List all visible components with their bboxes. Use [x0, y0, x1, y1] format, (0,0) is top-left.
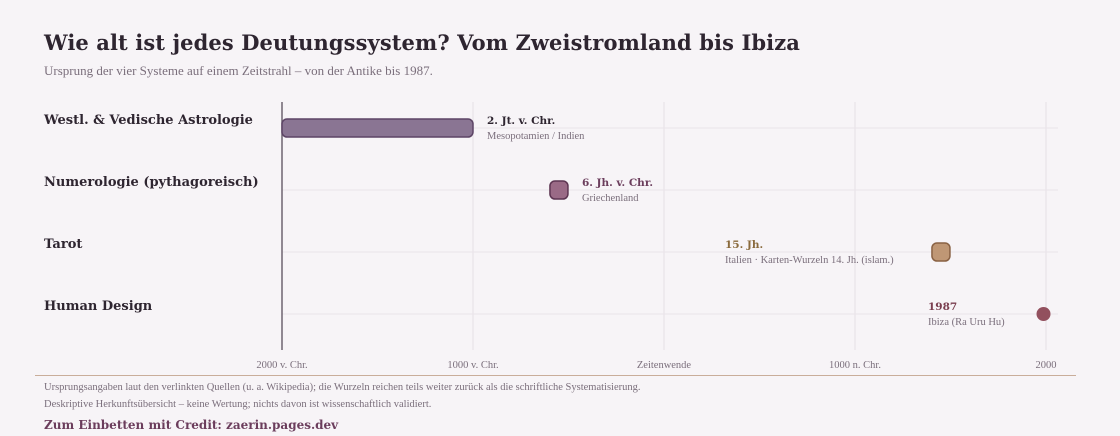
origin-label: Mesopotamien / Indien — [487, 131, 585, 142]
disclaimer-note: Deskriptive Herkunftsübersicht – keine W… — [44, 399, 432, 410]
source-note: Ursprungsangaben laut den verlinkten Que… — [44, 382, 641, 393]
origin-label: Italien · Karten-Wurzeln 14. Jh. (islam.… — [725, 255, 894, 266]
timeline-point — [549, 180, 569, 200]
origin-label: Ibiza (Ra Uru Hu) — [928, 317, 1005, 328]
date-label: 6. Jh. v. Chr. — [582, 177, 653, 189]
x-tick-label: 1000 v. Chr. — [447, 360, 498, 371]
row-label-astrology: Westl. & Vedische Astrologie — [44, 113, 253, 128]
origin-label: Griechenland — [582, 193, 639, 204]
row-label-tarot: Tarot — [44, 237, 83, 252]
x-tick-label: 2000 — [1036, 360, 1057, 371]
chart-title: Wie alt ist jedes Deutungssystem? Vom Zw… — [44, 30, 800, 55]
timeline-bar — [281, 118, 474, 138]
date-label: 15. Jh. — [725, 239, 763, 251]
date-label: 2. Jt. v. Chr. — [487, 115, 555, 127]
timeline-point — [1036, 307, 1051, 321]
timeline-point — [931, 242, 951, 262]
x-tick-label: 2000 v. Chr. — [256, 360, 307, 371]
row-label-human-design: Human Design — [44, 299, 153, 314]
footer-divider — [35, 375, 1076, 376]
date-label: 1987 — [928, 301, 957, 313]
chart-subtitle: Ursprung der vier Systeme auf einem Zeit… — [44, 63, 433, 78]
x-tick-label: 1000 n. Chr. — [829, 360, 881, 371]
x-tick-label: Zeitenwende — [637, 360, 692, 371]
credit-link[interactable]: Zum Einbetten mit Credit: zaerin.pages.d… — [44, 418, 339, 432]
row-label-numerology: Numerologie (pythagoreisch) — [44, 175, 259, 190]
